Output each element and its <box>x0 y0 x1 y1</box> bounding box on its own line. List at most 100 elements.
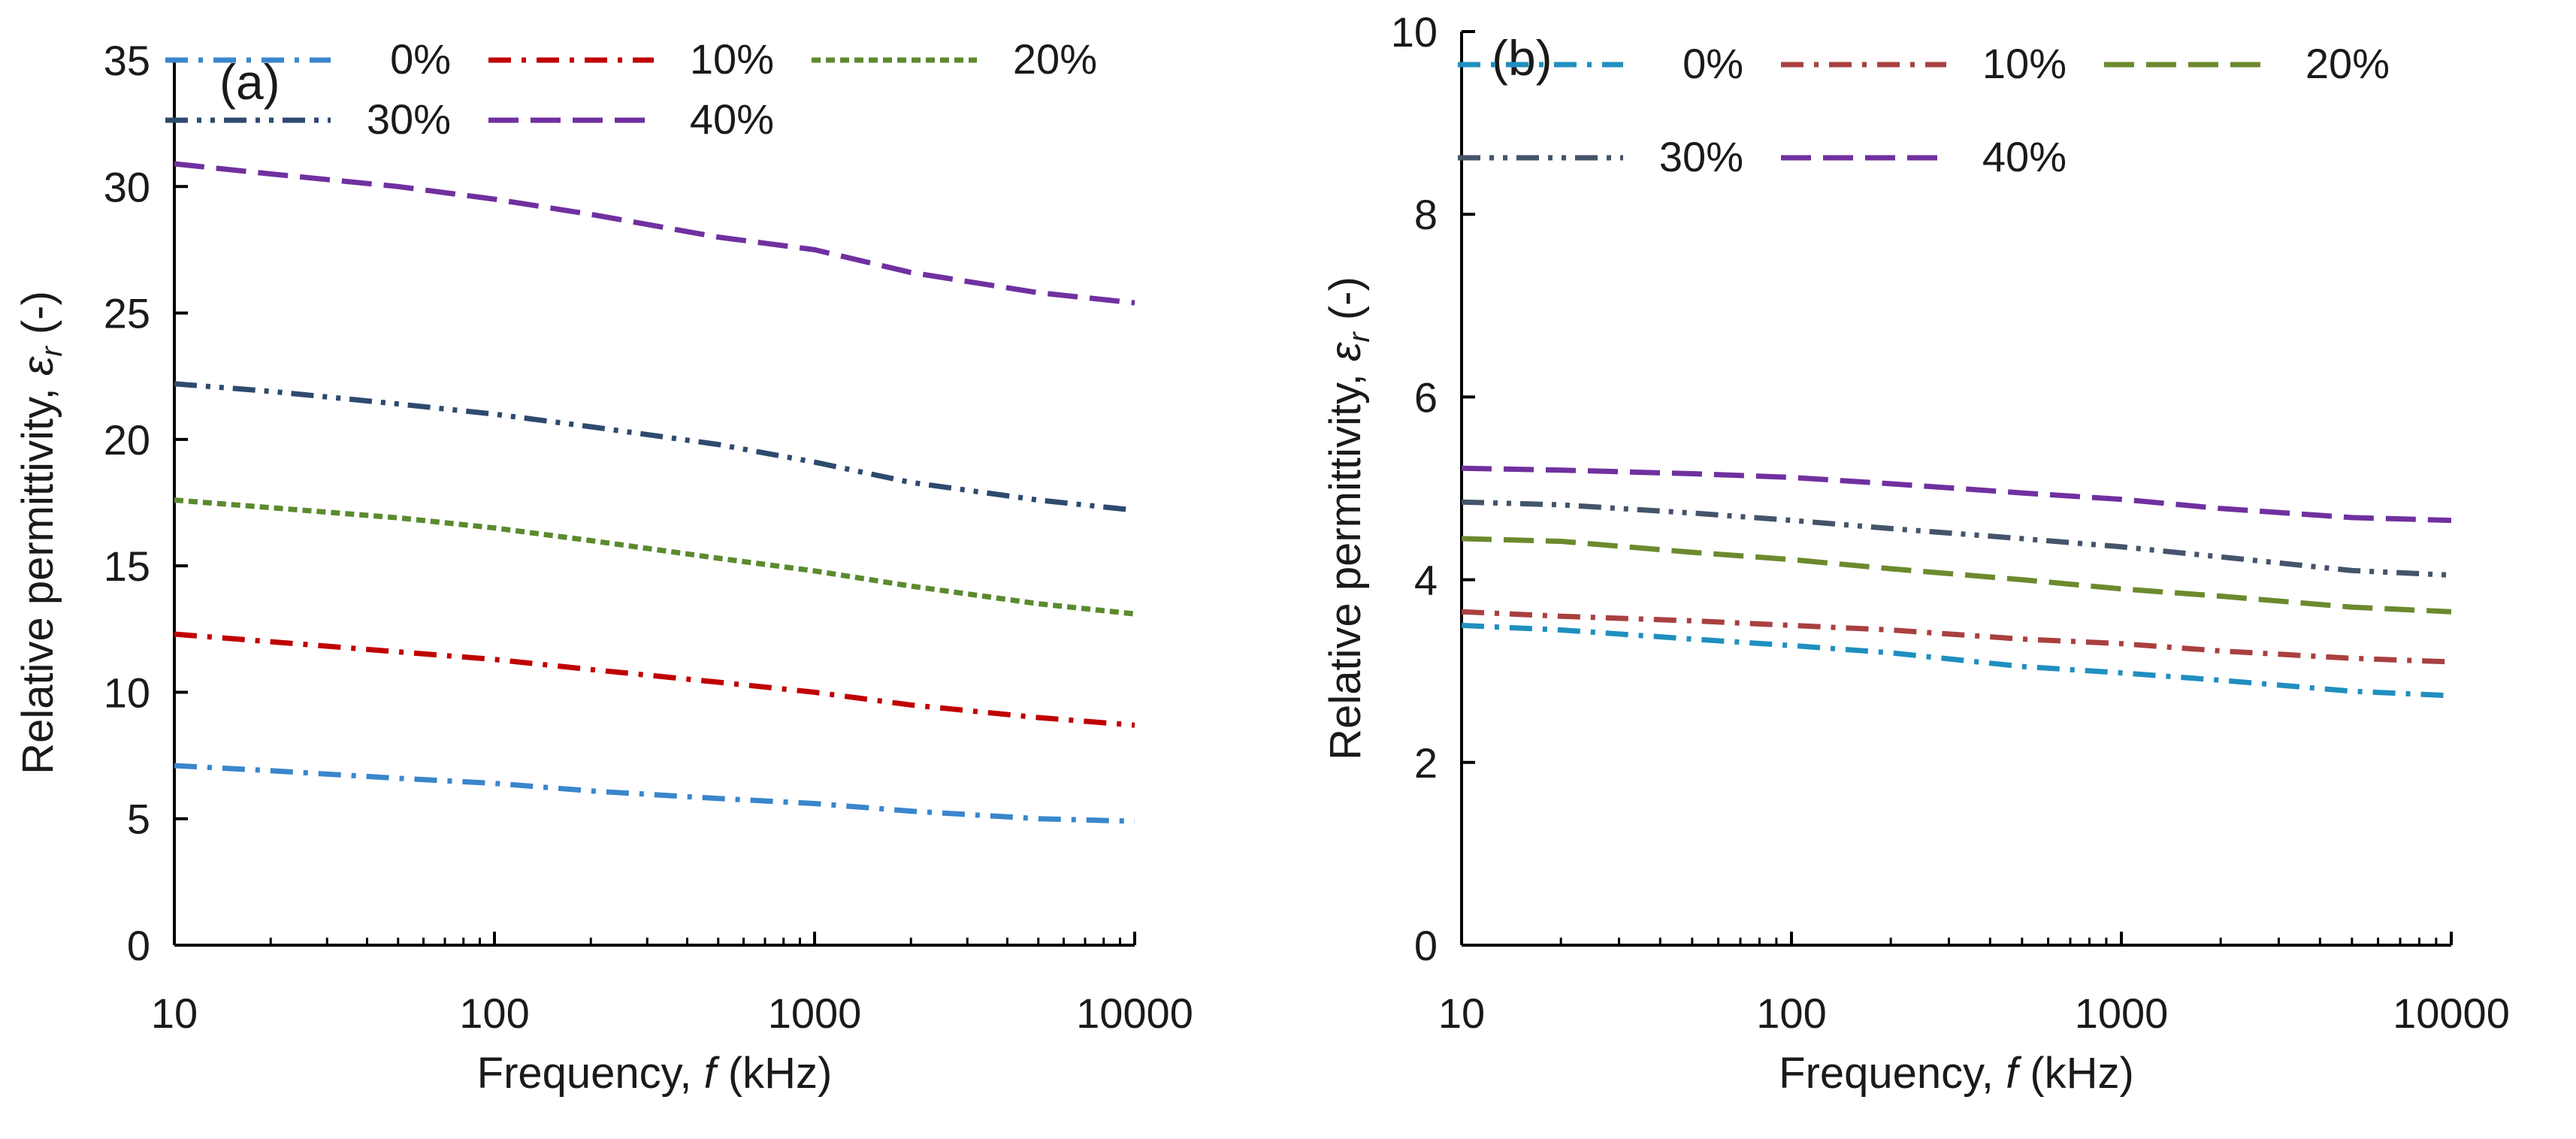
y-axis-title-prefix: Relative permittivity, <box>1321 361 1370 760</box>
series-line <box>1461 465 2452 524</box>
data-point <box>2351 658 2352 659</box>
x-tick-label: 10 <box>1438 989 1485 1037</box>
series-0% <box>174 763 1135 824</box>
panel-a: 0 5 10 15 20 25 30 35 10 100 1000 10000 Frequency, f… <box>14 35 1193 1098</box>
data-point <box>2351 517 2352 518</box>
series-30% <box>174 381 1135 513</box>
data-point <box>2451 662 2452 663</box>
legend-entry: 30% <box>1458 133 1743 180</box>
y-axis-title-suffix: (-) <box>1321 276 1370 332</box>
series-line <box>174 161 1135 306</box>
x-axis-title-prefix: Frequency, <box>1779 1049 2006 1098</box>
y-tick-label: 0 <box>1414 922 1438 969</box>
data-point <box>2121 546 2122 547</box>
data-point <box>2021 493 2022 494</box>
data-point <box>911 482 912 483</box>
data-point <box>494 414 495 415</box>
data-point <box>911 586 912 587</box>
panel-b: 0 2 4 6 8 10 10 100 1000 10000 Frequency, f (kHz) R… <box>1321 8 2510 1098</box>
y-axis-title: Relative permittivity, εr (-) <box>1321 276 1376 760</box>
legend-entry: 10% <box>488 35 774 83</box>
y-tick-label: 30 <box>104 163 150 210</box>
series-20% <box>174 497 1135 617</box>
data-point <box>174 634 175 635</box>
legend-label: 0% <box>390 35 451 83</box>
y-tick-label: 15 <box>104 542 150 590</box>
x-tick-label: 1000 <box>2075 989 2169 1037</box>
data-point <box>2451 575 2452 576</box>
legend-entry: 10% <box>1781 40 2067 87</box>
legend-label: 30% <box>367 95 451 143</box>
y-tick-label: 20 <box>104 416 150 464</box>
series-40% <box>1461 465 2452 524</box>
legend-label: 10% <box>1982 40 2067 87</box>
data-point <box>911 272 912 273</box>
series-line <box>1461 536 2452 615</box>
x-axis-title-suffix: (kHz) <box>716 1049 833 1098</box>
y-tick-label: 5 <box>127 796 150 843</box>
data-point <box>2351 690 2352 691</box>
y-axis-title-var: ε <box>14 355 62 376</box>
y-tick-label: 0 <box>127 922 150 969</box>
y-tick-label: 4 <box>1414 557 1438 604</box>
panel-tag: (b) <box>1492 30 1553 86</box>
x-axis-title: Frequency, f (kHz) <box>477 1049 833 1098</box>
series-10% <box>174 631 1135 728</box>
x-axis-title-prefix: Frequency, <box>477 1049 704 1098</box>
data-point <box>2021 666 2022 667</box>
legend-label: 40% <box>1982 133 2067 180</box>
panel-tag: (a) <box>219 54 280 110</box>
y-tick-label: 10 <box>1391 8 1438 56</box>
x-axis-title-suffix: (kHz) <box>2018 1049 2134 1098</box>
data-point <box>174 163 175 164</box>
legend-entry: 0% <box>1458 40 1743 87</box>
data-point <box>2121 588 2122 589</box>
data-point <box>494 783 495 784</box>
series-0% <box>1461 622 2452 699</box>
data-point <box>494 527 495 528</box>
series-line <box>1461 499 2452 578</box>
y-tick-label: 8 <box>1414 191 1438 238</box>
y-tick-label: 35 <box>104 37 150 84</box>
series-line <box>1461 609 2452 665</box>
series-20% <box>1461 536 2452 615</box>
data-point <box>1561 541 1562 542</box>
x-tick-label: 100 <box>459 989 529 1037</box>
data-point <box>2021 538 2022 539</box>
data-point <box>1561 504 1562 505</box>
series-line <box>174 763 1135 824</box>
y-tick-label: 25 <box>104 290 150 337</box>
legend-label: 40% <box>690 95 774 143</box>
data-point <box>2121 672 2122 673</box>
data-point <box>1038 292 1039 293</box>
legend-label: 30% <box>1659 133 1743 180</box>
legend-entry: 20% <box>2104 40 2390 87</box>
legend-entry: 0% <box>165 35 451 83</box>
y-axis-title-suffix: (-) <box>14 291 62 346</box>
data-point <box>2121 499 2122 500</box>
data-point <box>1791 625 1792 626</box>
data-point <box>494 659 495 660</box>
y-axis-title-prefix: Relative permittivity, <box>14 376 62 775</box>
y-tick-label: 10 <box>104 669 150 716</box>
legend-entry: 30% <box>165 95 451 143</box>
data-point <box>2021 579 2022 580</box>
series-line <box>174 381 1135 513</box>
x-tick-label: 10000 <box>2393 989 2510 1037</box>
x-tick-label: 10000 <box>1076 989 1193 1037</box>
series-30% <box>1461 499 2452 578</box>
legend-entry: 20% <box>812 35 1097 83</box>
series-10% <box>1461 609 2452 665</box>
y-tick-label: 6 <box>1414 373 1438 421</box>
legend-label: 20% <box>2305 40 2390 87</box>
data-point <box>1791 520 1792 521</box>
data-point <box>1791 645 1792 646</box>
x-tick-label: 1000 <box>768 989 862 1037</box>
legend-entry: 40% <box>1781 133 2067 180</box>
series-line <box>174 497 1135 617</box>
data-point <box>1791 559 1792 560</box>
legend-label: 10% <box>690 35 774 83</box>
data-point <box>2121 643 2122 644</box>
series-line <box>1461 622 2452 699</box>
